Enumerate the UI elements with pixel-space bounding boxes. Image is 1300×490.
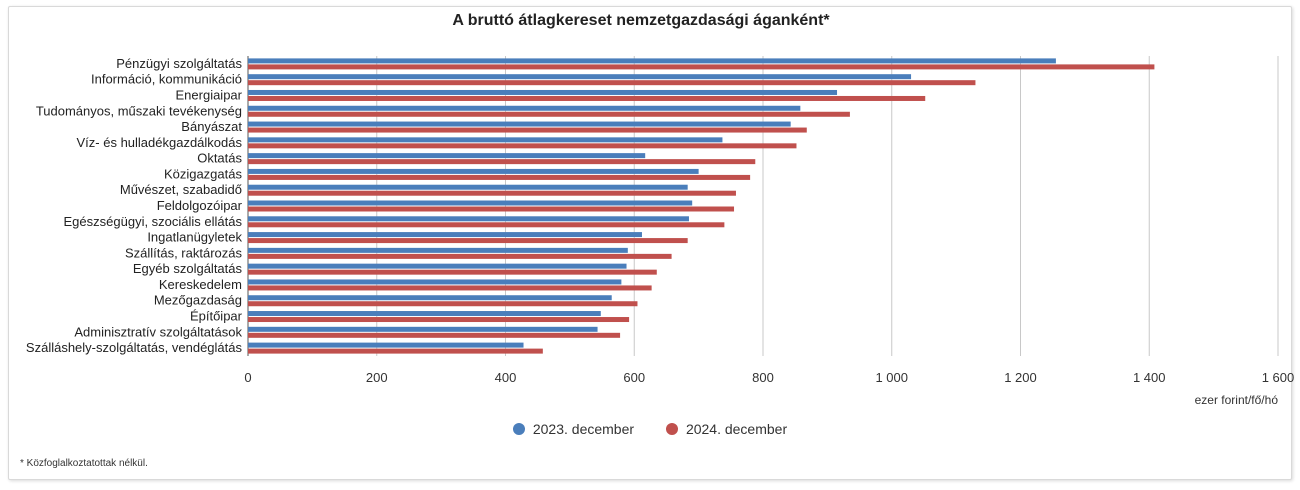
bar [248, 301, 638, 307]
legend-item-2023[interactable]: 2023. december [512, 421, 635, 437]
bar [248, 184, 688, 190]
bar [248, 153, 646, 159]
chart-title: A bruttó átlagkereset nemzetgazdasági ág… [452, 12, 830, 29]
bar [248, 342, 524, 348]
x-tick-label: 1 400 [1133, 370, 1166, 385]
bar [248, 253, 672, 259]
category-label: Adminisztratív szolgáltatások [74, 324, 242, 339]
bar [248, 58, 1056, 64]
bar [248, 159, 756, 165]
bar [248, 326, 598, 332]
bar [248, 311, 601, 317]
bar [248, 143, 797, 149]
legend-item-2024[interactable]: 2024. december [665, 421, 788, 437]
bar [248, 348, 543, 354]
x-tick-label: 1 000 [875, 370, 908, 385]
category-label: Tudományos, műszaki tevékenység [36, 103, 242, 118]
x-tick-label: 1 200 [1004, 370, 1037, 385]
bar [248, 89, 838, 95]
category-label: Közigazgatás [164, 166, 243, 181]
bar [248, 285, 652, 291]
x-tick-label: 0 [244, 370, 251, 385]
bar [248, 80, 976, 86]
bar [248, 174, 751, 180]
category-label: Feldolgozóipar [157, 198, 243, 213]
chart-footnote: * Közfoglalkoztatottak nélkül. [20, 458, 148, 469]
bar [248, 137, 723, 143]
bar [248, 279, 622, 285]
bar [248, 216, 689, 222]
category-label: Egészségügyi, szociális ellátás [64, 214, 243, 229]
x-tick-label: 1 600 [1262, 370, 1295, 385]
category-label: Energiaipar [176, 87, 243, 102]
category-label: Víz- és hulladékgazdálkodás [77, 135, 243, 150]
bar [248, 111, 850, 117]
bar [248, 317, 630, 323]
bar [248, 190, 736, 196]
bar [248, 238, 688, 244]
bar [248, 295, 612, 301]
category-label: Kereskedelem [159, 277, 242, 292]
bar [248, 232, 642, 238]
legend-label-2024: 2024. december [685, 421, 788, 437]
bar [248, 95, 926, 101]
bar [248, 222, 725, 228]
legend-marker-2023 [512, 423, 525, 435]
category-label: Szállítás, raktározás [125, 245, 243, 260]
chart-legend: 2023. december 2024. december [0, 421, 1300, 438]
bar [248, 206, 735, 212]
category-label: Mezőgazdaság [154, 293, 242, 308]
bar [248, 247, 628, 253]
category-label: Pénzügyi szolgáltatás [116, 56, 242, 71]
x-axis-title: ezer forint/fő/hó [1195, 393, 1279, 407]
bar [248, 263, 627, 269]
category-label: Művészet, szabadidő [120, 182, 242, 197]
bar [248, 127, 807, 133]
category-label: Építőipar [190, 309, 243, 324]
x-tick-label: 800 [752, 370, 774, 385]
x-tick-label: 600 [623, 370, 645, 385]
category-label: Egyéb szolgáltatás [133, 261, 243, 276]
legend-label-2023: 2023. december [532, 421, 635, 437]
bar [248, 121, 791, 127]
x-tick-label: 200 [366, 370, 388, 385]
bar [248, 105, 801, 111]
bar [248, 332, 621, 338]
bar [248, 74, 912, 80]
category-label: Információ, kommunikáció [91, 72, 242, 87]
legend-marker-2024 [665, 423, 678, 435]
bar [248, 269, 657, 275]
category-label: Bányászat [181, 119, 242, 134]
bar-chart: 0 200 400 600 800 1 000 1 200 1 400 1 600 Pénzügy… [26, 56, 1295, 407]
x-tick-label: 400 [495, 370, 517, 385]
category-label: Ingatlanügyletek [147, 230, 242, 245]
bar [248, 64, 1155, 70]
bar [248, 200, 693, 206]
bar [248, 168, 699, 174]
category-label: Szálláshely-szolgáltatás, vendéglátás [26, 340, 243, 355]
category-label: Oktatás [197, 151, 242, 166]
